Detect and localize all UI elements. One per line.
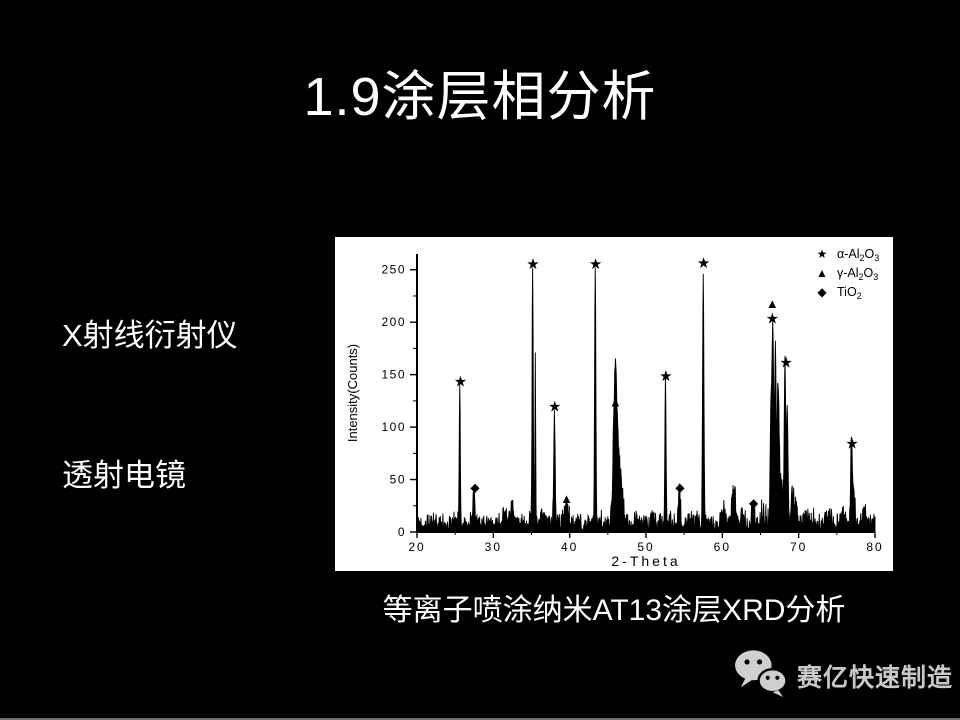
xrd-chart: 20 30 40 50 60 70 80 0 50 100 150 200 250 2-Theta Inte… <box>345 247 883 569</box>
legend-symbol-triangle: ▲ <box>816 266 828 280</box>
marker-diamond: ◆ <box>675 480 685 494</box>
marker-star: ★ <box>589 256 602 273</box>
marker-triangle: ▲ <box>560 491 573 506</box>
legend-symbol-star: ★ <box>817 247 828 261</box>
marker-triangle: ▲ <box>609 394 622 409</box>
label-xray-diffractometer: X射线衍射仪 <box>62 318 238 353</box>
marker-star: ★ <box>454 373 467 390</box>
bottom-divider-line <box>0 718 960 720</box>
marker-triangle: ▲ <box>766 296 779 311</box>
legend-label: γ-Al2O3 <box>837 266 878 282</box>
legend-item-alpha-Al2O3: ★ α-Al2O3 <box>817 247 880 263</box>
marker-star: ★ <box>697 255 710 272</box>
y-tick-label: 150 <box>381 368 406 382</box>
x-tick-label: 60 <box>714 540 731 554</box>
x-axis-label: 2-Theta <box>611 553 680 569</box>
legend-symbol-diamond: ◆ <box>817 285 827 299</box>
x-tick-label: 20 <box>408 540 425 554</box>
marker-star: ★ <box>526 256 539 273</box>
xrd-trace <box>416 267 876 533</box>
legend-label: TiO2 <box>837 285 862 301</box>
marker-star: ★ <box>766 311 779 328</box>
label-tem: 透射电镜 <box>62 458 186 493</box>
xrd-chart-panel: 20 30 40 50 60 70 80 0 50 100 150 200 250 2-Theta Inte… <box>335 237 893 571</box>
x-tick-label: 40 <box>561 540 578 554</box>
marker-star: ★ <box>779 355 792 372</box>
footer-brand-block: 赛亿快速制造 <box>734 648 953 703</box>
x-tick-label: 50 <box>637 540 654 554</box>
wechat-icon <box>734 648 788 703</box>
legend-label: α-Al2O3 <box>837 247 879 263</box>
marker-star: ★ <box>548 399 561 416</box>
y-tick-label: 0 <box>398 525 406 539</box>
marker-star: ★ <box>845 435 858 452</box>
legend-item-gamma-Al2O3: ▲ γ-Al2O3 <box>816 266 878 282</box>
legend-item-TiO2: ◆ TiO2 <box>817 285 861 301</box>
y-axis-label: Intensity(Counts) <box>345 344 360 442</box>
marker-diamond: ◆ <box>470 480 480 494</box>
page-title: 1.9涂层相分析 <box>303 67 657 127</box>
y-tick-label: 100 <box>381 420 406 434</box>
x-tick-label: 80 <box>866 540 883 554</box>
x-tick-label: 30 <box>485 540 502 554</box>
marker-diamond: ◆ <box>749 496 759 510</box>
y-tick-label: 50 <box>390 473 406 487</box>
y-tick-label: 200 <box>381 315 406 329</box>
marker-star: ★ <box>659 368 672 385</box>
chart-caption: 等离子喷涂纳米AT13涂层XRD分析 <box>382 594 846 627</box>
x-tick-label: 70 <box>790 540 807 554</box>
brand-name: 赛亿快速制造 <box>797 663 954 692</box>
y-tick-label: 250 <box>381 263 406 277</box>
